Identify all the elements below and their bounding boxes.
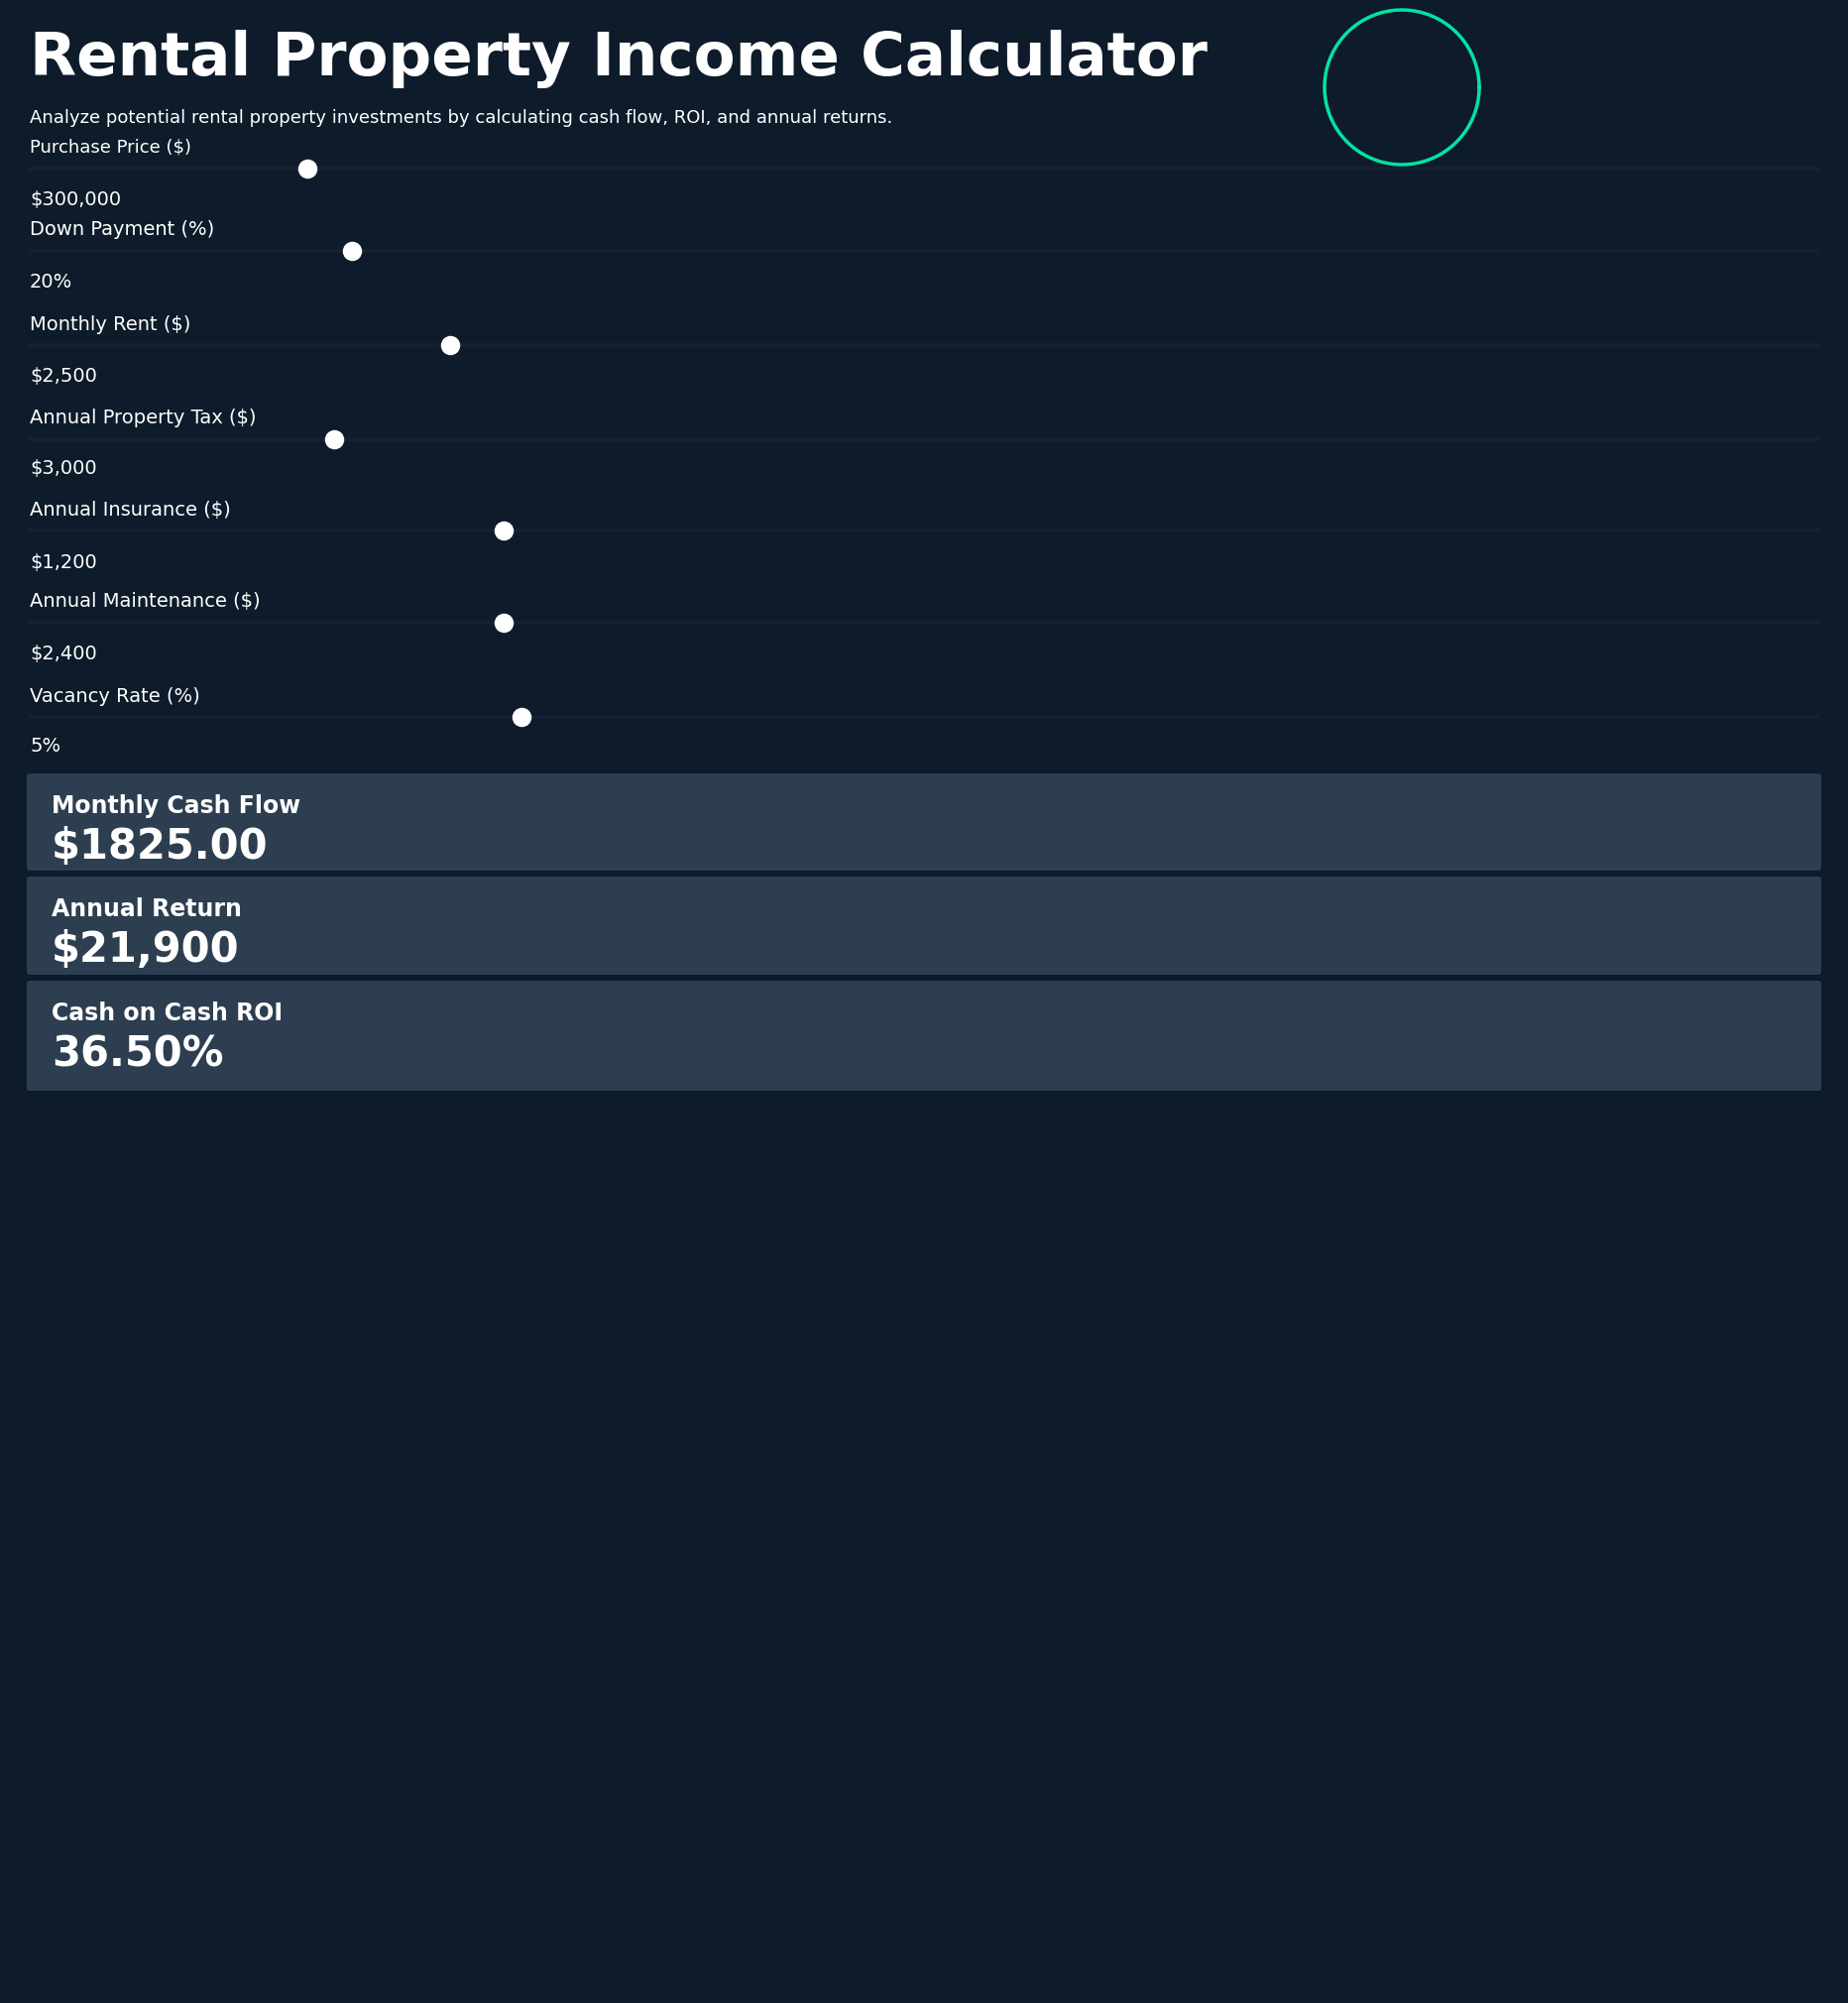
Text: 5%: 5% — [30, 737, 61, 755]
Text: 36.50%: 36.50% — [52, 1034, 224, 1076]
Text: Purchase Price ($): Purchase Price ($) — [30, 138, 192, 156]
Text: Annual Property Tax ($): Annual Property Tax ($) — [30, 409, 257, 427]
Text: $2,400: $2,400 — [30, 645, 96, 663]
Text: Annual Insurance ($): Annual Insurance ($) — [30, 501, 231, 519]
Text: Analyze potential rental property investments by calculating cash flow, ROI, and: Analyze potential rental property invest… — [30, 108, 893, 126]
Text: Cash on Cash ROI: Cash on Cash ROI — [52, 1002, 283, 1026]
Text: Rental Property Income Calculator: Rental Property Income Calculator — [30, 30, 1207, 88]
FancyBboxPatch shape — [26, 773, 1822, 871]
Text: Monthly Cash Flow: Monthly Cash Flow — [52, 795, 301, 817]
Text: $300,000: $300,000 — [30, 190, 122, 208]
Text: Vacancy Rate (%): Vacancy Rate (%) — [30, 687, 200, 705]
Text: Monthly Rent ($): Monthly Rent ($) — [30, 314, 190, 335]
Text: Annual Return: Annual Return — [52, 897, 242, 921]
Text: $1,200: $1,200 — [30, 553, 96, 573]
FancyBboxPatch shape — [26, 877, 1822, 975]
Text: 20%: 20% — [30, 272, 72, 292]
Text: Down Payment (%): Down Payment (%) — [30, 220, 214, 238]
Text: $21,900: $21,900 — [52, 929, 240, 971]
Text: $2,500: $2,500 — [30, 367, 98, 387]
Text: $1825.00: $1825.00 — [52, 825, 268, 867]
Text: Annual Maintenance ($): Annual Maintenance ($) — [30, 593, 261, 611]
Text: $3,000: $3,000 — [30, 459, 96, 479]
FancyBboxPatch shape — [26, 981, 1822, 1092]
